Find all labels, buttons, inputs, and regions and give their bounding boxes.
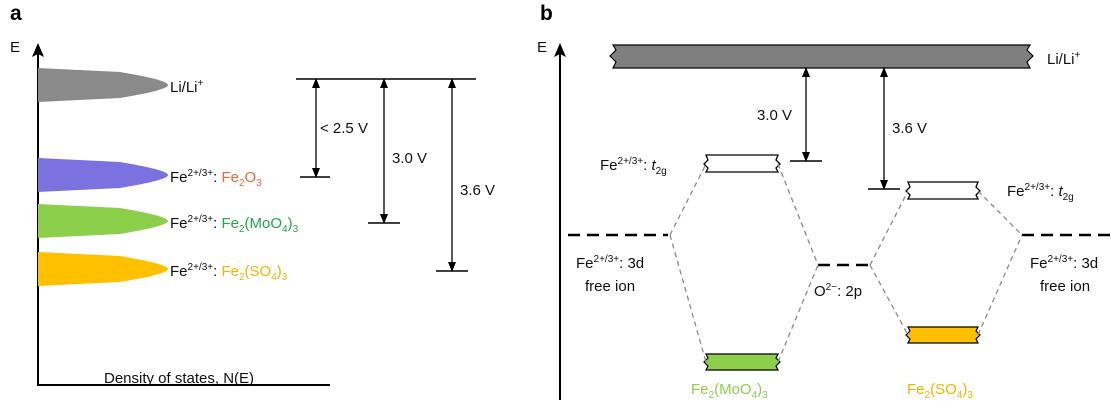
panel-a-fe2so43-label: Fe2+/3+: Fe2(SO4)3 <box>170 262 288 283</box>
panel-b-oxygen-label: O2−: 2p <box>814 282 862 300</box>
panel-b-li-label: Li/Li+ <box>1047 50 1081 68</box>
panel-b-fe2so43-band <box>905 326 981 344</box>
band-fe2o3 <box>38 158 168 192</box>
band-fe2moo43 <box>38 204 168 238</box>
panel-a-voltage-fe2so43: 3.6 V <box>460 182 495 199</box>
panel-a: a E Li/Li+ Fe2+/3+: Fe2O3 Fe2+/3+: Fe2(M… <box>10 2 495 387</box>
panel-b-free-ion-label-right: Fe2+/3+: 3d <box>1030 254 1098 272</box>
panel-b-free-ion-label-right-line2: free ion <box>1040 278 1090 295</box>
panel-b-free-ion-label-left: Fe2+/3+: 3d <box>576 254 644 272</box>
panel-b-fe2moo43-label: Fe2(MoO4)3 <box>691 381 768 401</box>
panel-a-axis-e-label: E <box>10 39 20 56</box>
panel-b-fe2moo43-band <box>703 353 781 371</box>
panel-a-x-axis-title: Density of states, N(E) <box>104 370 254 387</box>
panel-b-voltage-right: 3.6 V <box>892 120 927 137</box>
panel-a-li-label: Li/Li+ <box>170 78 204 96</box>
panel-b: b E Li/Li+ 3.0 V 3.6 V <box>537 2 1111 401</box>
panel-b-t2g-band-left <box>703 154 781 173</box>
panel-a-voltage-fe2moo43: 3.0 V <box>392 150 427 167</box>
panel-b-li-band <box>609 44 1034 69</box>
panel-b-t2g-label-right: Fe2+/3+: t2g <box>1007 182 1074 203</box>
panel-b-letter: b <box>540 2 553 25</box>
panel-b-voltage-left: 3.0 V <box>757 107 792 124</box>
panel-b-axis-e-label: E <box>537 39 547 56</box>
panel-b-correlation-lines <box>669 163 1023 363</box>
panel-b-free-ion-label-left-line2: free ion <box>585 278 635 295</box>
band-li <box>38 68 168 102</box>
panel-a-fe2moo43-label: Fe2+/3+: Fe2(MoO4)3 <box>170 214 299 235</box>
panel-a-letter: a <box>10 2 22 25</box>
band-fe2so43 <box>38 252 168 286</box>
panel-b-t2g-band-right <box>905 181 981 200</box>
panel-a-voltage-fe2o3: < 2.5 V <box>320 120 368 137</box>
panel-a-fe2o3-label: Fe2+/3+: Fe2O3 <box>170 168 262 189</box>
panel-b-t2g-label-left: Fe2+/3+: t2g <box>600 156 667 177</box>
panel-b-fe2so43-label: Fe2(SO4)3 <box>907 381 973 401</box>
